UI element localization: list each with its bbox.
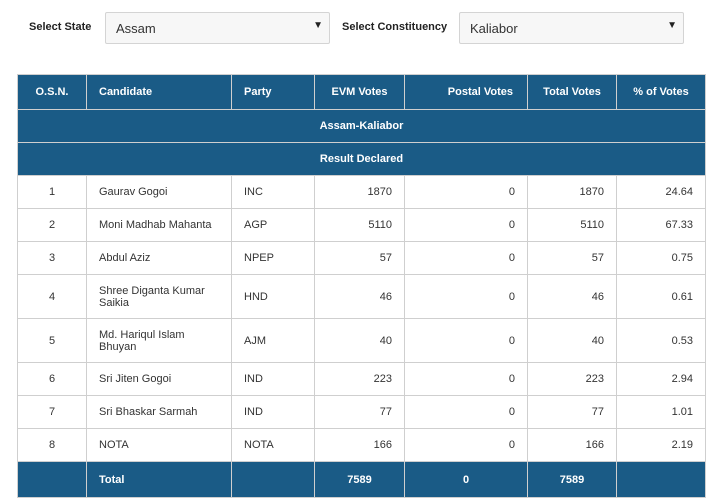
total-osn-cell bbox=[17, 461, 87, 498]
osn-cell: 1 bbox=[17, 175, 87, 209]
chevron-down-icon: ▼ bbox=[313, 20, 323, 31]
results-table: Assam-Kaliabor Result Declared O.S.N. Ca… bbox=[17, 74, 706, 498]
total-votes-cell: 166 bbox=[527, 428, 617, 462]
table-row: 4 Shree Diganta Kumar Saikia HND 46 0 46 0.61 bbox=[17, 274, 706, 319]
column-header: EVM Votes bbox=[314, 74, 405, 110]
party-cell: IND bbox=[231, 362, 315, 396]
total-postal: 0 bbox=[404, 461, 528, 498]
percent-votes-cell: 24.64 bbox=[616, 175, 706, 209]
postal-votes-cell: 0 bbox=[404, 208, 528, 242]
candidate-cell: Md. Hariqul Islam Bhuyan bbox=[86, 318, 232, 363]
candidate-cell: Shree Diganta Kumar Saikia bbox=[86, 274, 232, 319]
constituency-label: Select Constituency bbox=[342, 21, 448, 33]
party-cell: AJM bbox=[231, 318, 315, 363]
osn-cell: 2 bbox=[17, 208, 87, 242]
percent-votes-cell: 0.53 bbox=[616, 318, 706, 363]
state-select[interactable]: Assam ▼ bbox=[105, 12, 330, 44]
total-row: Total 7589 0 7589 bbox=[17, 461, 706, 498]
postal-votes-cell: 0 bbox=[404, 428, 528, 462]
table-row: 5 Md. Hariqul Islam Bhuyan AJM 40 0 40 0.53 bbox=[17, 318, 706, 363]
percent-votes-cell: 2.94 bbox=[616, 362, 706, 396]
osn-cell: 4 bbox=[17, 274, 87, 319]
total-party-cell bbox=[231, 461, 315, 498]
party-cell: NOTA bbox=[231, 428, 315, 462]
total-votes-cell: 57 bbox=[527, 241, 617, 275]
postal-votes-cell: 0 bbox=[404, 175, 528, 209]
percent-votes-cell: 0.61 bbox=[616, 274, 706, 319]
evm-votes-cell: 40 bbox=[314, 318, 405, 363]
column-header: Candidate bbox=[86, 74, 232, 110]
constituency-select-value: Kaliabor bbox=[470, 21, 518, 36]
percent-votes-cell: 0.75 bbox=[616, 241, 706, 275]
table-row: 6 Sri Jiten Gogoi IND 223 0 223 2.94 bbox=[17, 362, 706, 396]
osn-cell: 8 bbox=[17, 428, 87, 462]
postal-votes-cell: 0 bbox=[404, 241, 528, 275]
percent-votes-cell: 2.19 bbox=[616, 428, 706, 462]
candidate-cell: Gaurav Gogoi bbox=[86, 175, 232, 209]
header-row: O.S.N. Candidate Party EVM Votes Postal … bbox=[17, 74, 706, 110]
column-header: Total Votes bbox=[527, 74, 617, 110]
constituency-select[interactable]: Kaliabor ▼ bbox=[459, 12, 684, 44]
result-status: Result Declared bbox=[17, 142, 706, 176]
total-votes-cell: 40 bbox=[527, 318, 617, 363]
table-row: 8 NOTA NOTA 166 0 166 2.19 bbox=[17, 428, 706, 462]
total-votes-cell: 5110 bbox=[527, 208, 617, 242]
total-votes-cell: 46 bbox=[527, 274, 617, 319]
postal-votes-cell: 0 bbox=[404, 274, 528, 319]
party-cell: HND bbox=[231, 274, 315, 319]
table-title: Assam-Kaliabor bbox=[17, 109, 706, 143]
evm-votes-cell: 166 bbox=[314, 428, 405, 462]
percent-votes-cell: 1.01 bbox=[616, 395, 706, 429]
candidate-cell: NOTA bbox=[86, 428, 232, 462]
osn-cell: 3 bbox=[17, 241, 87, 275]
total-votes-cell: 223 bbox=[527, 362, 617, 396]
total-label: Total bbox=[86, 461, 232, 498]
party-cell: INC bbox=[231, 175, 315, 209]
chevron-down-icon: ▼ bbox=[667, 20, 677, 31]
osn-cell: 5 bbox=[17, 318, 87, 363]
candidate-cell: Moni Madhab Mahanta bbox=[86, 208, 232, 242]
table-row: 3 Abdul Aziz NPEP 57 0 57 0.75 bbox=[17, 241, 706, 275]
column-header: % of Votes bbox=[616, 74, 706, 110]
evm-votes-cell: 46 bbox=[314, 274, 405, 319]
total-votes-cell: 77 bbox=[527, 395, 617, 429]
party-cell: NPEP bbox=[231, 241, 315, 275]
total-pct-cell bbox=[616, 461, 706, 498]
evm-votes-cell: 1870 bbox=[314, 175, 405, 209]
table-row: 7 Sri Bhaskar Sarmah IND 77 0 77 1.01 bbox=[17, 395, 706, 429]
postal-votes-cell: 0 bbox=[404, 362, 528, 396]
evm-votes-cell: 57 bbox=[314, 241, 405, 275]
column-header: O.S.N. bbox=[17, 74, 87, 110]
column-header: Party bbox=[231, 74, 315, 110]
state-label: Select State bbox=[29, 21, 92, 33]
filter-bar: Select State Assam ▼ Select Constituency… bbox=[0, 0, 720, 60]
state-select-value: Assam bbox=[116, 21, 156, 36]
column-header: Postal Votes bbox=[404, 74, 528, 110]
osn-cell: 6 bbox=[17, 362, 87, 396]
postal-votes-cell: 0 bbox=[404, 395, 528, 429]
total-votes: 7589 bbox=[527, 461, 617, 498]
table-row: 2 Moni Madhab Mahanta AGP 5110 0 5110 67.33 bbox=[17, 208, 706, 242]
postal-votes-cell: 0 bbox=[404, 318, 528, 363]
table-row: 1 Gaurav Gogoi INC 1870 0 1870 24.64 bbox=[17, 175, 706, 209]
candidate-cell: Sri Bhaskar Sarmah bbox=[86, 395, 232, 429]
evm-votes-cell: 223 bbox=[314, 362, 405, 396]
total-votes-cell: 1870 bbox=[527, 175, 617, 209]
total-evm: 7589 bbox=[314, 461, 405, 498]
osn-cell: 7 bbox=[17, 395, 87, 429]
evm-votes-cell: 5110 bbox=[314, 208, 405, 242]
candidate-cell: Abdul Aziz bbox=[86, 241, 232, 275]
party-cell: AGP bbox=[231, 208, 315, 242]
evm-votes-cell: 77 bbox=[314, 395, 405, 429]
percent-votes-cell: 67.33 bbox=[616, 208, 706, 242]
candidate-cell: Sri Jiten Gogoi bbox=[86, 362, 232, 396]
party-cell: IND bbox=[231, 395, 315, 429]
